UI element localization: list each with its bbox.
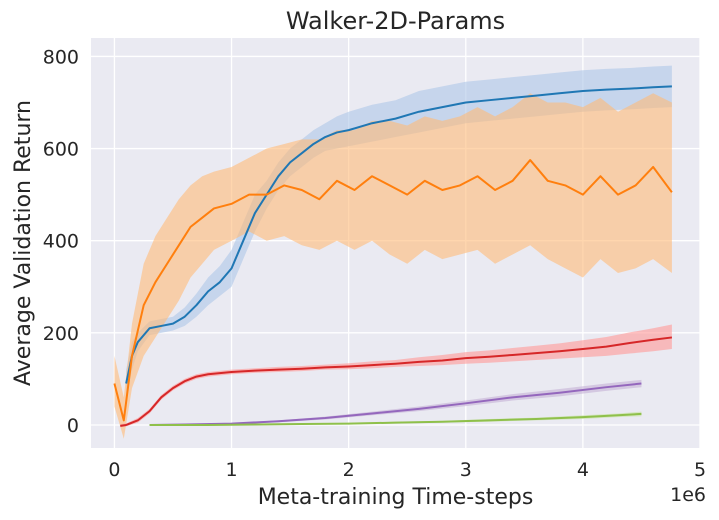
x-tick-label: 2 [343,459,355,481]
y-axis-label: Average Validation Return [11,100,36,386]
y-tick-label: 600 [43,139,79,161]
y-tick-label: 800 [43,46,79,68]
series-2-band [120,324,672,428]
series-3-line [149,382,642,426]
y-tick-label: 0 [67,415,79,437]
x-tick-label: 1 [225,459,237,481]
y-tick-label: 400 [43,231,79,253]
series-1-band [114,93,672,439]
x-tick-label: 3 [460,459,472,481]
chart-title: Walker-2D-Params [286,7,505,35]
x-tick-labels: 0 1 2 3 4 5 [108,459,706,481]
series-0-line [125,85,672,384]
y-tick-labels: 0 200 400 600 800 [43,46,79,437]
series-2-line [120,336,673,427]
x-axis-label: Meta-training Time-steps [258,485,534,510]
x-axis-multiplier: 1e6 [670,484,706,506]
x-tick-label: 4 [577,459,589,481]
series-4-line [149,412,642,426]
y-tick-label: 200 [43,323,79,345]
series-1-line [113,159,673,422]
series-lines [113,85,673,427]
x-tick-label: 0 [108,459,120,481]
x-tick-label: 5 [694,459,706,481]
